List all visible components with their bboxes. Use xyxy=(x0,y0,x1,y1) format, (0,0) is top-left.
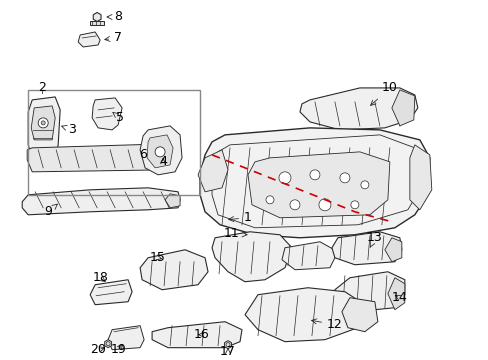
Text: 16: 16 xyxy=(194,328,209,341)
Polygon shape xyxy=(147,135,173,168)
Text: 5: 5 xyxy=(113,111,124,125)
Polygon shape xyxy=(22,188,180,215)
Polygon shape xyxy=(391,90,414,126)
Polygon shape xyxy=(247,152,389,218)
Text: 17: 17 xyxy=(220,345,236,358)
Polygon shape xyxy=(387,278,404,310)
Text: 1: 1 xyxy=(228,211,251,224)
Text: 19: 19 xyxy=(110,343,126,356)
Polygon shape xyxy=(282,242,337,270)
Polygon shape xyxy=(152,322,242,348)
Text: 12: 12 xyxy=(311,318,342,331)
Circle shape xyxy=(265,196,273,204)
Text: 11: 11 xyxy=(224,227,246,240)
Circle shape xyxy=(318,199,330,211)
Circle shape xyxy=(360,181,368,189)
Circle shape xyxy=(41,121,45,125)
Polygon shape xyxy=(31,106,55,140)
Text: 15: 15 xyxy=(150,251,166,264)
Text: 13: 13 xyxy=(366,231,382,247)
Polygon shape xyxy=(90,280,132,305)
Bar xyxy=(28,90,200,195)
Text: 4: 4 xyxy=(159,156,167,168)
Polygon shape xyxy=(27,144,170,172)
Polygon shape xyxy=(108,326,144,350)
Polygon shape xyxy=(341,298,377,332)
Text: 14: 14 xyxy=(391,291,407,304)
Polygon shape xyxy=(244,288,364,342)
Polygon shape xyxy=(92,98,122,130)
Polygon shape xyxy=(198,150,227,192)
Circle shape xyxy=(278,172,290,184)
Circle shape xyxy=(289,200,299,210)
Polygon shape xyxy=(165,194,180,208)
Polygon shape xyxy=(299,88,417,130)
Circle shape xyxy=(155,147,165,157)
Polygon shape xyxy=(384,238,401,262)
Text: 20: 20 xyxy=(90,343,106,356)
Polygon shape xyxy=(140,250,207,290)
Polygon shape xyxy=(331,232,401,265)
Polygon shape xyxy=(28,97,60,158)
Polygon shape xyxy=(409,145,431,210)
Text: 9: 9 xyxy=(44,204,57,218)
Polygon shape xyxy=(93,13,101,22)
Polygon shape xyxy=(334,272,404,312)
Circle shape xyxy=(309,170,319,180)
Text: 2: 2 xyxy=(38,81,46,94)
Polygon shape xyxy=(200,128,429,238)
Circle shape xyxy=(339,173,349,183)
Circle shape xyxy=(38,118,48,128)
Polygon shape xyxy=(224,341,231,349)
Text: 10: 10 xyxy=(370,81,397,105)
Text: 7: 7 xyxy=(104,31,122,45)
Polygon shape xyxy=(78,32,100,47)
Polygon shape xyxy=(104,340,111,348)
Polygon shape xyxy=(140,126,182,175)
Circle shape xyxy=(350,201,358,209)
Text: 8: 8 xyxy=(107,10,122,23)
Text: 3: 3 xyxy=(61,123,76,136)
Text: 18: 18 xyxy=(92,271,108,284)
Text: 6: 6 xyxy=(139,148,147,161)
Polygon shape xyxy=(212,232,291,282)
Polygon shape xyxy=(90,21,104,25)
